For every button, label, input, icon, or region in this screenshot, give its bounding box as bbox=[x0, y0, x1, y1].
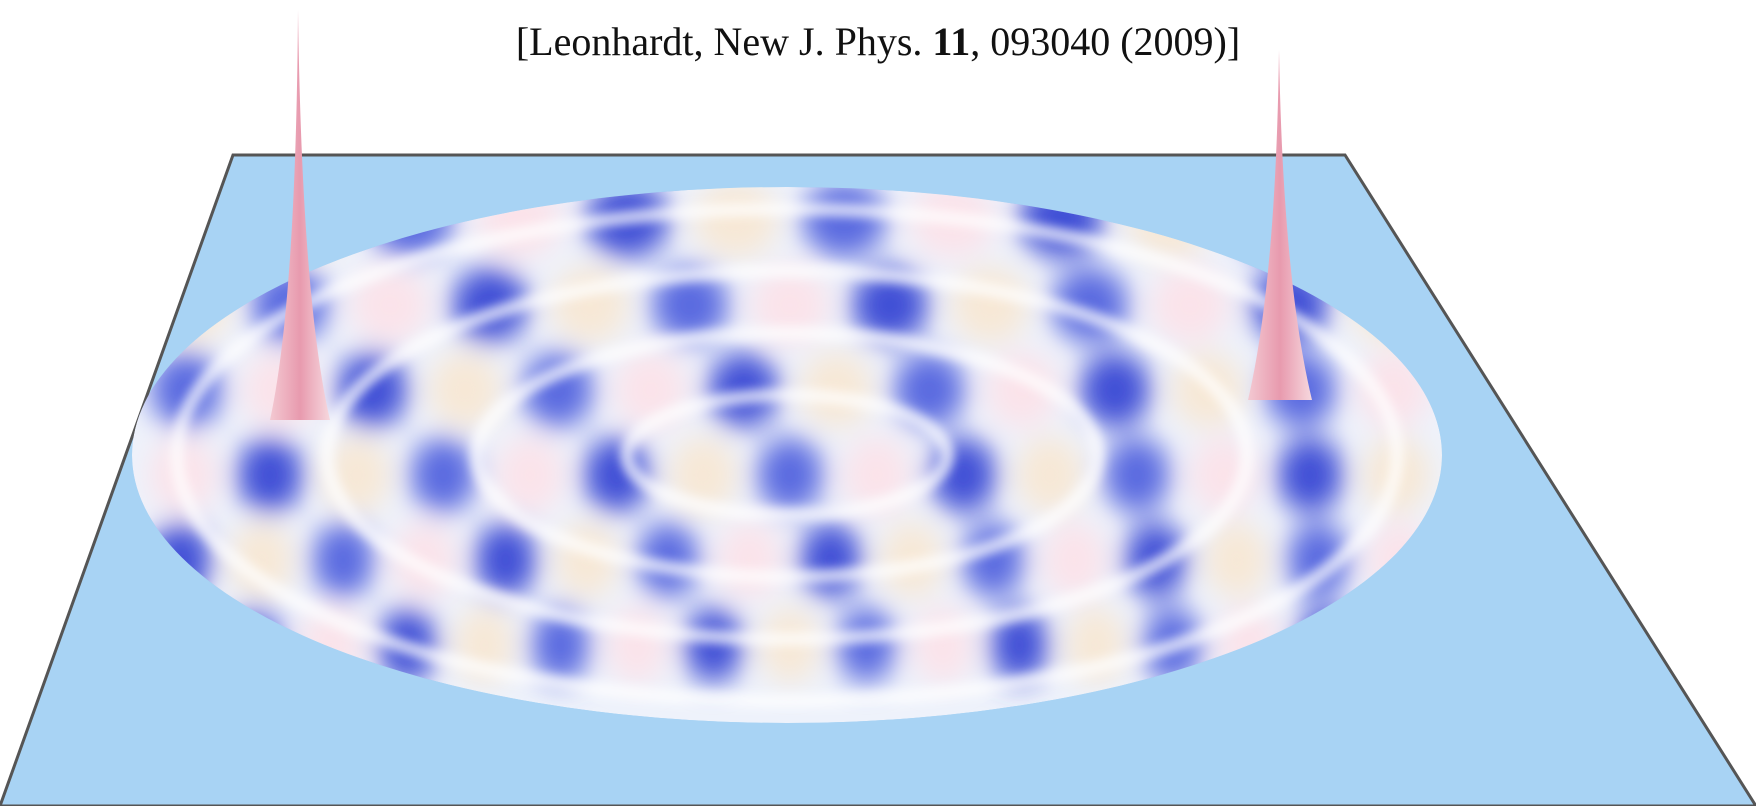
wave-blob bbox=[651, 267, 729, 343]
wave-blob bbox=[531, 607, 591, 683]
wave-blob bbox=[429, 352, 501, 428]
wave-blob bbox=[230, 522, 294, 598]
wave-blob bbox=[1276, 437, 1344, 513]
citation-rest: , 093040 (2009)] bbox=[970, 19, 1241, 64]
wave-blob bbox=[1103, 437, 1170, 513]
wave-blob bbox=[1043, 522, 1106, 598]
peak-right bbox=[1248, 50, 1312, 400]
wave-blob bbox=[799, 522, 862, 598]
wave-ridge bbox=[620, 388, 954, 522]
wave-blob bbox=[607, 607, 667, 683]
wave-blob bbox=[670, 437, 737, 513]
wave-blob bbox=[410, 437, 477, 513]
citation: [Leonhardt, New J. Phys. 11, 093040 (200… bbox=[0, 18, 1756, 65]
wave-blob bbox=[351, 267, 429, 343]
wave-ridge bbox=[320, 264, 1254, 646]
wave-blob bbox=[684, 607, 743, 683]
wave-blob bbox=[718, 522, 781, 598]
wave-blob bbox=[694, 187, 778, 258]
wave-blob bbox=[893, 352, 965, 428]
wave-blob bbox=[990, 607, 1049, 683]
wave-blob bbox=[756, 437, 824, 513]
wave-blob bbox=[1151, 267, 1229, 343]
wave-blob bbox=[636, 522, 700, 598]
wave-blob bbox=[1016, 437, 1084, 513]
wave-blob bbox=[1079, 352, 1151, 428]
wave-blob bbox=[751, 267, 829, 343]
wave-blob bbox=[336, 352, 408, 428]
citation-volume: 11 bbox=[932, 19, 971, 64]
peak-left bbox=[270, 10, 330, 420]
wave-blob bbox=[802, 187, 886, 258]
wave-blob bbox=[311, 522, 375, 598]
wave-ridge bbox=[470, 326, 1104, 584]
wave-blob bbox=[150, 352, 223, 428]
wave-blob bbox=[1205, 522, 1269, 598]
wave-ridge bbox=[170, 202, 1404, 708]
wave-blob bbox=[236, 437, 304, 513]
wave-blob bbox=[496, 437, 564, 513]
wave-blob bbox=[474, 522, 537, 598]
wave-blob bbox=[837, 607, 896, 683]
wave-blob bbox=[800, 352, 873, 428]
citation-source: [Leonhardt, New J. Phys. bbox=[515, 19, 923, 64]
wave-blob bbox=[851, 267, 929, 343]
wave-blob bbox=[707, 352, 780, 428]
